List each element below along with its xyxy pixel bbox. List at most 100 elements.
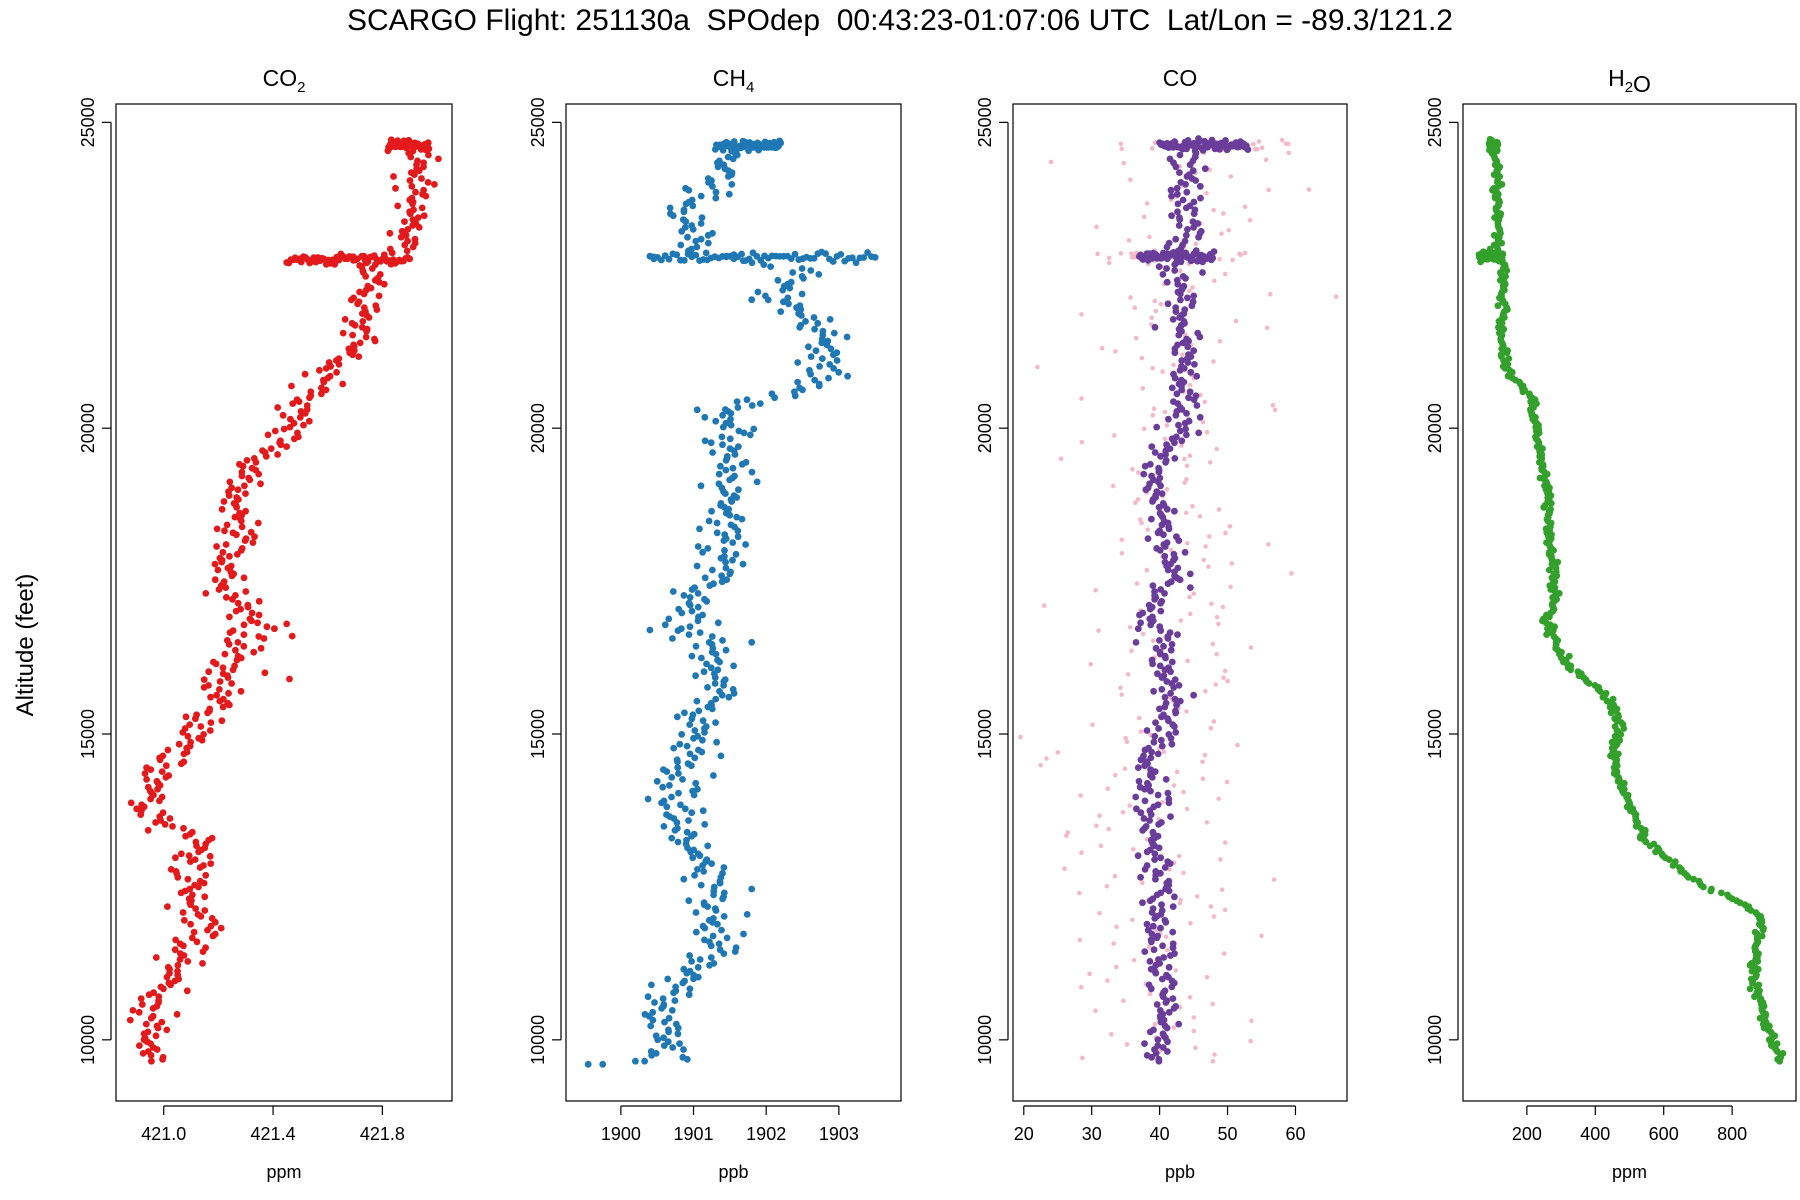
- data-point: [1171, 507, 1178, 515]
- data-point: [1189, 218, 1197, 226]
- data-point: [816, 363, 823, 370]
- data-point: [719, 637, 726, 644]
- data-point: [283, 443, 290, 450]
- data-point: [727, 421, 735, 429]
- data-point: [806, 366, 813, 374]
- data-point: [159, 1053, 167, 1061]
- data-point: [1184, 294, 1191, 302]
- raw-data-point: [1121, 998, 1126, 1003]
- data-point: [300, 421, 307, 429]
- data-point: [1201, 165, 1209, 173]
- raw-data-point: [1128, 177, 1133, 183]
- data-point: [1620, 779, 1628, 787]
- data-point: [236, 460, 243, 468]
- raw-data-point: [1204, 820, 1210, 825]
- raw-data-point: [1259, 933, 1264, 939]
- data-point: [683, 742, 691, 750]
- data-point: [712, 194, 720, 202]
- data-point: [787, 255, 795, 262]
- y-tick-label: 15000: [78, 709, 98, 759]
- data-point: [211, 560, 219, 568]
- raw-data-point: [1106, 826, 1111, 832]
- data-point: [663, 803, 671, 811]
- data-point: [660, 1001, 668, 1008]
- y-tick-label: 20000: [975, 403, 995, 453]
- data-point: [234, 599, 242, 607]
- raw-data-point: [1090, 722, 1095, 728]
- data-point: [1173, 390, 1181, 398]
- raw-data-point: [1035, 364, 1040, 370]
- data-point: [1136, 783, 1144, 791]
- raw-data-point: [1221, 951, 1227, 956]
- data-point: [1140, 470, 1148, 478]
- data-point: [660, 823, 668, 830]
- raw-data-point: [1185, 658, 1190, 664]
- data-point: [713, 519, 721, 527]
- data-point: [680, 592, 688, 599]
- data-point: [599, 1060, 607, 1068]
- data-point: [1163, 265, 1170, 272]
- data-point: [646, 626, 654, 634]
- data-point: [1156, 474, 1164, 482]
- data-point: [1194, 329, 1202, 337]
- data-point: [689, 711, 697, 719]
- data-point: [1157, 854, 1165, 862]
- raw-data-point: [1229, 561, 1235, 566]
- raw-data-point: [1251, 141, 1256, 147]
- data-point: [691, 754, 699, 762]
- raw-data-point: [1134, 581, 1140, 586]
- data-point: [1186, 570, 1194, 578]
- data-point: [684, 760, 692, 768]
- data-point: [680, 1046, 687, 1053]
- data-point: [713, 529, 721, 537]
- raw-data-point: [1187, 995, 1193, 1000]
- data-point: [673, 251, 681, 259]
- data-point: [691, 584, 698, 591]
- data-point: [1165, 877, 1173, 885]
- data-point: [166, 815, 174, 822]
- data-point: [1184, 226, 1191, 233]
- data-point: [719, 869, 726, 877]
- raw-data-point: [1152, 298, 1158, 304]
- data-point: [1134, 852, 1142, 860]
- data-point: [822, 250, 829, 257]
- data-point: [780, 298, 787, 306]
- data-point: [675, 605, 683, 613]
- data-point: [724, 153, 732, 161]
- data-point: [174, 961, 182, 969]
- data-point: [229, 529, 237, 537]
- raw-data-point: [1098, 843, 1104, 849]
- data-point: [721, 406, 729, 413]
- data-point: [732, 550, 740, 558]
- data-point: [301, 370, 309, 378]
- y-tick-label: 25000: [1425, 97, 1445, 147]
- raw-data-point: [1268, 291, 1273, 297]
- data-point: [701, 437, 709, 445]
- raw-data-point: [1208, 904, 1214, 909]
- data-point: [196, 877, 204, 885]
- data-point: [157, 983, 165, 991]
- data-point: [697, 881, 705, 889]
- raw-data-point: [1212, 278, 1217, 284]
- panel-frame: [1012, 103, 1348, 1102]
- data-point: [1147, 754, 1155, 762]
- data-point: [697, 235, 705, 243]
- data-point: [677, 241, 685, 249]
- x-tick-label: 20: [1014, 1124, 1034, 1144]
- data-point: [254, 619, 261, 627]
- data-point: [180, 916, 188, 924]
- data-point: [232, 646, 239, 654]
- data-point: [802, 318, 809, 325]
- raw-data-point: [1093, 1008, 1098, 1014]
- data-point: [142, 1020, 150, 1028]
- data-point: [679, 776, 686, 783]
- data-point: [1210, 248, 1218, 256]
- data-point: [409, 216, 417, 224]
- data-point: [674, 764, 682, 771]
- data-point: [176, 940, 184, 948]
- data-point: [1143, 727, 1151, 734]
- data-point: [796, 302, 804, 310]
- raw-data-point: [1065, 830, 1071, 835]
- data-point: [696, 629, 704, 636]
- data-point: [715, 470, 723, 478]
